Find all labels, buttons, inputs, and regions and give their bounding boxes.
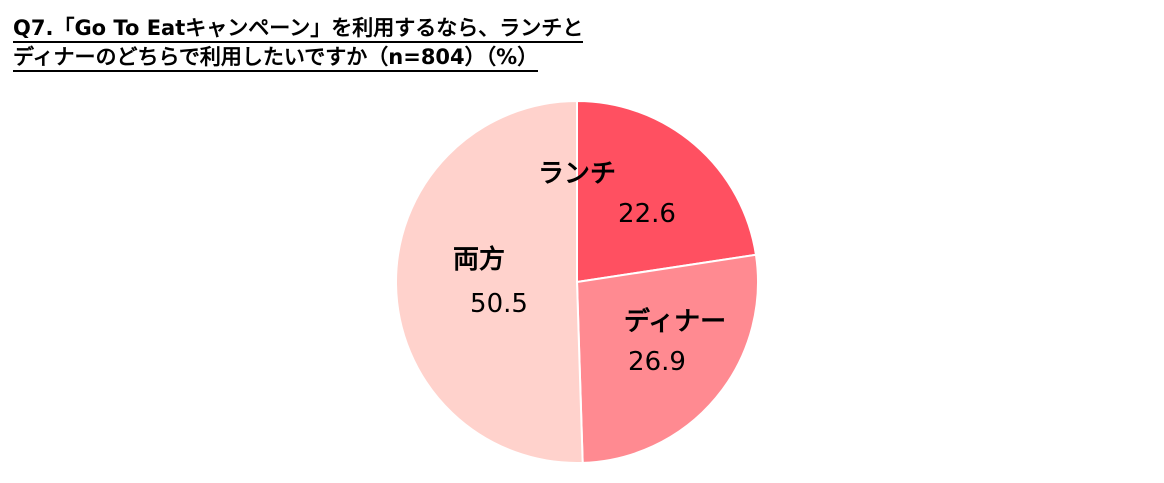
slice-label-3: 両方	[453, 244, 505, 275]
pie-slice-3	[395, 99, 584, 464]
chart-title-line-2: ディナーのどちらで利用したいですか（n=804）（%）	[13, 45, 539, 72]
chart-title: Q7.「Go To Eatキャンペーン」を利用するなら、ランチと ディナーのどち…	[13, 14, 584, 72]
chart-title-line-1: Q7.「Go To Eatキャンペーン」を利用するなら、ランチと	[13, 16, 584, 43]
slice-label-1: ランチ	[538, 159, 616, 189]
pie-slice-2	[575, 253, 759, 464]
pie-slices	[395, 99, 759, 464]
pie-slice-1	[576, 99, 758, 284]
slice-label-2: ディナー	[624, 306, 726, 337]
slice-value-1: 22.6	[618, 199, 676, 229]
slice-value-2: 26.9	[628, 347, 686, 377]
slice-value-3: 50.5	[470, 289, 528, 319]
